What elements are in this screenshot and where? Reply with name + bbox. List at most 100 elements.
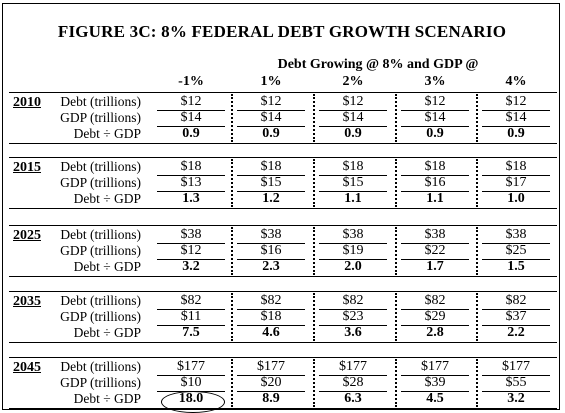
ratio-cell: 1.1 (426, 191, 444, 206)
cell-underline (401, 175, 469, 176)
gdp-cell: $29 (424, 309, 446, 324)
column-separator (476, 159, 478, 207)
debt-cell: $38 (260, 227, 282, 242)
cell-underline (319, 191, 387, 192)
cell-underline (401, 375, 469, 376)
ratio-cell: 0.9 (262, 126, 280, 141)
ratio-row-label: Debt ÷ GDP (73, 391, 141, 406)
cell-underline (157, 110, 225, 111)
cell-underline (319, 391, 387, 392)
ratio-cell: 2.3 (262, 259, 280, 274)
cell-underline (237, 309, 305, 310)
gdp-cell: $15 (260, 175, 282, 190)
year-section (9, 225, 557, 277)
gdp-cell: $20 (260, 375, 282, 390)
cell-underline (237, 191, 305, 192)
column-separator (231, 159, 233, 207)
gdp-cell: $23 (342, 309, 364, 324)
cell-underline (237, 259, 305, 260)
debt-cell: $38 (342, 227, 364, 242)
ratio-row-label: Debt ÷ GDP (73, 191, 141, 206)
ratio-cell: 0.9 (182, 126, 200, 141)
cell-underline (319, 243, 387, 244)
cell-underline (482, 243, 550, 244)
gdp-cell: $14 (505, 110, 527, 125)
gdp-cell: $15 (342, 175, 364, 190)
ratio-cell: 4.6 (262, 325, 280, 340)
debt-row-label: Debt (trillions) (60, 293, 141, 308)
cell-underline (401, 191, 469, 192)
debt-cell: $38 (180, 227, 202, 242)
cell-underline (401, 325, 469, 326)
debt-cell: $177 (502, 359, 530, 374)
year-label: 2010 (13, 95, 41, 110)
column-separator (313, 293, 315, 341)
gdp-cell: $16 (260, 243, 282, 258)
column-separator (231, 293, 233, 341)
gdp-cell: $13 (180, 175, 202, 190)
debt-cell: $18 (505, 159, 527, 174)
gdp-cell: $14 (342, 110, 364, 125)
column-separator (313, 227, 315, 275)
ratio-cell: 3.2 (507, 391, 525, 406)
column-separator (395, 94, 397, 142)
debt-row-label: Debt (trillions) (60, 94, 141, 109)
gdp-cell: $12 (180, 243, 202, 258)
cell-underline (237, 110, 305, 111)
gdp-row-label: GDP (trillions) (60, 375, 141, 390)
cell-underline (401, 243, 469, 244)
column-separator (395, 359, 397, 407)
debt-cell: $82 (505, 293, 527, 308)
gdp-cell: $39 (424, 375, 446, 390)
cell-underline (237, 175, 305, 176)
ratio-cell: 6.3 (344, 391, 362, 406)
debt-cell: $12 (342, 94, 364, 109)
cell-underline (482, 175, 550, 176)
ratio-cell: 2.8 (426, 325, 444, 340)
gdp-row-label: GDP (trillions) (60, 309, 141, 324)
year-section (9, 92, 557, 144)
column-separator (476, 359, 478, 407)
column-header: 3% (424, 74, 446, 89)
gdp-cell: $17 (505, 175, 527, 190)
cell-underline (401, 259, 469, 260)
debt-cell: $38 (424, 227, 446, 242)
gdp-cell: $55 (505, 375, 527, 390)
cell-underline (401, 126, 469, 127)
cell-underline (237, 391, 305, 392)
gdp-cell: $14 (180, 110, 202, 125)
column-header: 4% (505, 74, 527, 89)
cell-underline (482, 259, 550, 260)
cell-underline (319, 126, 387, 127)
cell-underline (319, 259, 387, 260)
highlight-circle (161, 391, 225, 413)
debt-row-label: Debt (trillions) (60, 159, 141, 174)
cell-underline (482, 325, 550, 326)
ratio-cell: 1.7 (426, 259, 444, 274)
ratio-cell: 3.6 (344, 325, 362, 340)
cell-underline (401, 309, 469, 310)
ratio-cell: 2.0 (344, 259, 362, 274)
column-separator (231, 227, 233, 275)
cell-underline (157, 243, 225, 244)
debt-cell: $18 (180, 159, 202, 174)
ratio-cell: 1.5 (507, 259, 525, 274)
ratio-cell: 0.9 (344, 126, 362, 141)
gdp-cell: $14 (260, 110, 282, 125)
column-separator (395, 159, 397, 207)
cell-underline (319, 175, 387, 176)
ratio-cell: 1.2 (262, 191, 280, 206)
column-separator (231, 359, 233, 407)
cell-underline (157, 309, 225, 310)
cell-underline (319, 309, 387, 310)
gdp-row-label: GDP (trillions) (60, 175, 141, 190)
gdp-row-label: GDP (trillions) (60, 243, 141, 258)
debt-cell: $12 (505, 94, 527, 109)
debt-row-label: Debt (trillions) (60, 359, 141, 374)
column-separator (395, 293, 397, 341)
debt-cell: $177 (421, 359, 449, 374)
column-separator (395, 227, 397, 275)
debt-cell: $82 (180, 293, 202, 308)
column-separator (476, 94, 478, 142)
cell-underline (319, 325, 387, 326)
